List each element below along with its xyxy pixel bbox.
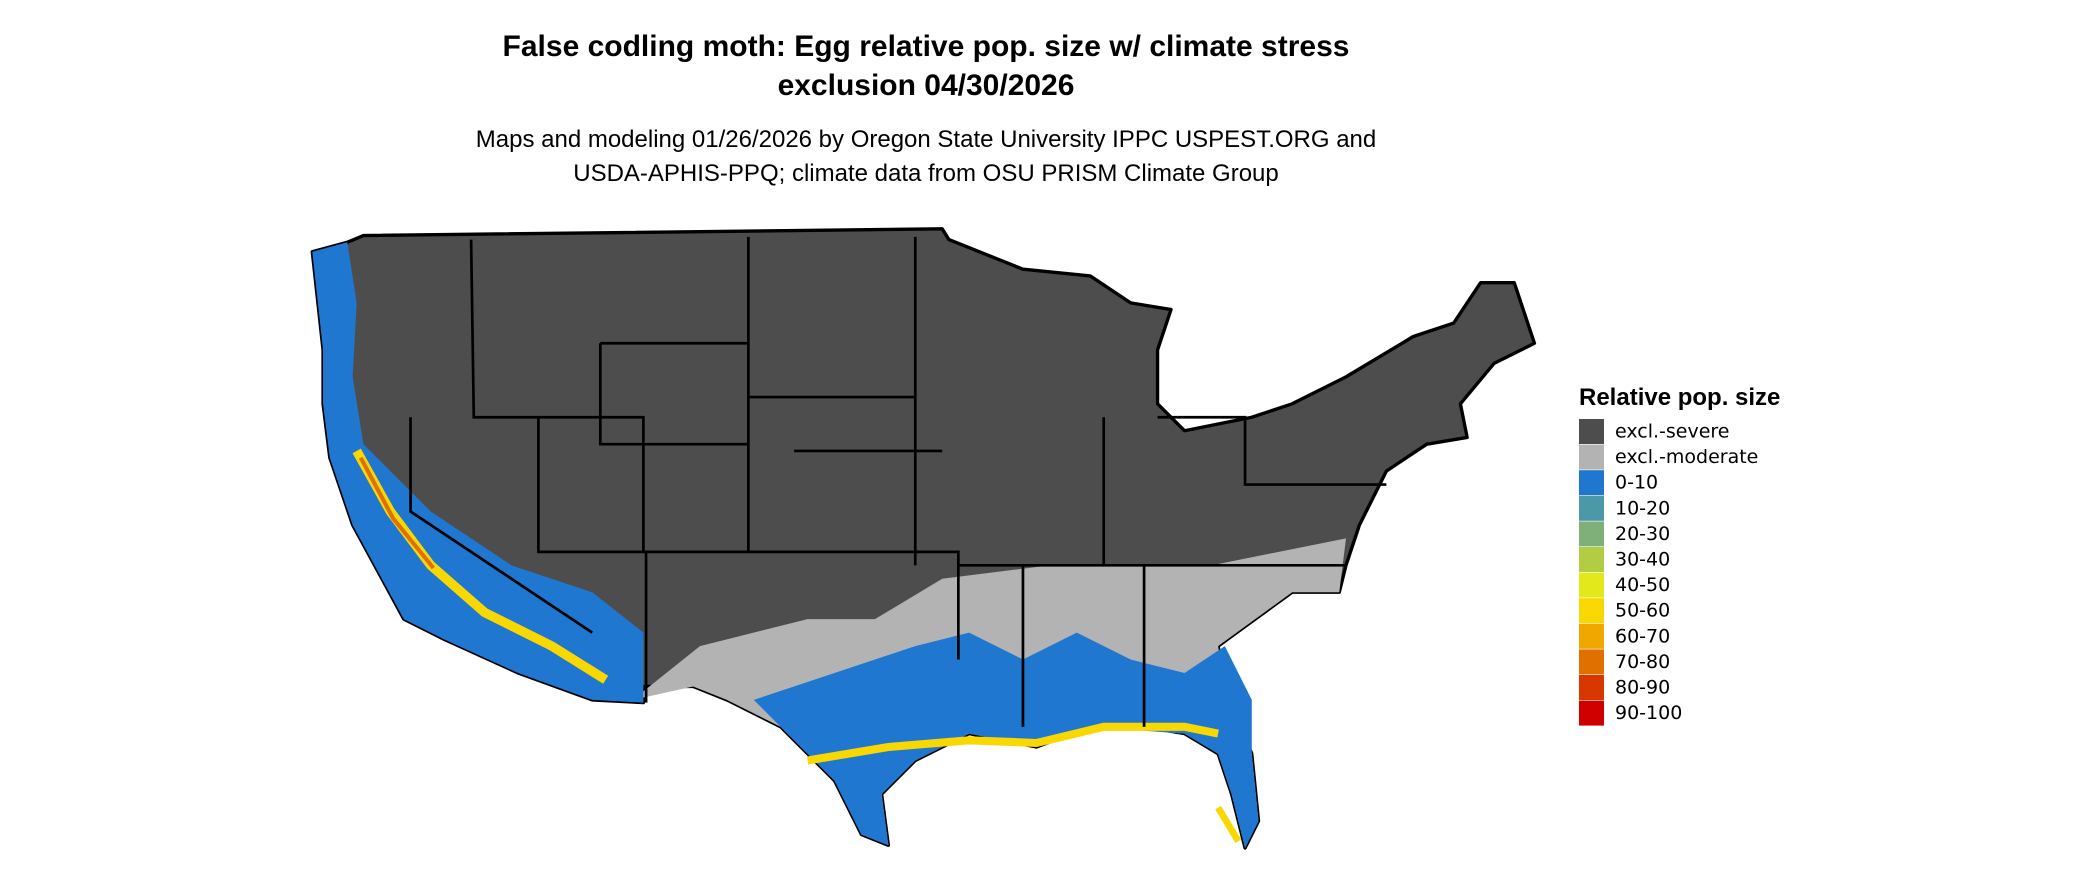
legend-swatch (1579, 649, 1604, 675)
legend-label: 10-20 (1615, 497, 1670, 519)
legend-label: 30-40 (1615, 549, 1670, 571)
low-region (312, 242, 644, 703)
title-line: False codling moth: Egg relative pop. si… (503, 30, 1350, 63)
legend-title: Relative pop. size (1579, 384, 1780, 411)
legend-swatch (1579, 547, 1604, 572)
state-borders (409, 236, 1387, 727)
legend-label: 80-90 (1615, 677, 1670, 699)
legend-label: 60-70 (1615, 625, 1670, 647)
legend-label: excl.-moderate (1615, 446, 1758, 468)
title-line: exclusion 04/30/2026 (778, 69, 1075, 102)
map (310, 227, 1537, 850)
legend: excl.-severe excl.-moderate 0-10 10-20 20-30… (1579, 419, 1758, 726)
legend-label: 40-50 (1615, 574, 1670, 596)
legend-label: 70-80 (1615, 651, 1670, 673)
subtitle-line: USDA-APHIS-PPQ; climate data from OSU PR… (573, 160, 1279, 187)
legend-swatch (1579, 572, 1604, 598)
high-band (806, 722, 1219, 765)
legend-label: 0-10 (1615, 472, 1658, 494)
legend-swatch (1579, 521, 1604, 547)
legend-swatch (1579, 675, 1604, 700)
high-band (358, 456, 435, 570)
legend-label: 20-30 (1615, 523, 1670, 545)
high-band (1215, 805, 1242, 843)
legend-swatch (1579, 598, 1604, 624)
legend-swatch (1579, 700, 1604, 726)
legend-label: excl.-severe (1615, 421, 1730, 443)
legend-label: 90-100 (1615, 702, 1682, 724)
legend-swatch (1579, 419, 1604, 444)
legend-swatch (1579, 495, 1604, 521)
legend-swatch (1579, 623, 1604, 649)
legend-swatch (1579, 470, 1604, 496)
subtitle-line: Maps and modeling 01/26/2026 by Oregon S… (476, 126, 1376, 153)
legend-label: 50-60 (1615, 600, 1670, 622)
legend-swatch (1579, 444, 1604, 470)
